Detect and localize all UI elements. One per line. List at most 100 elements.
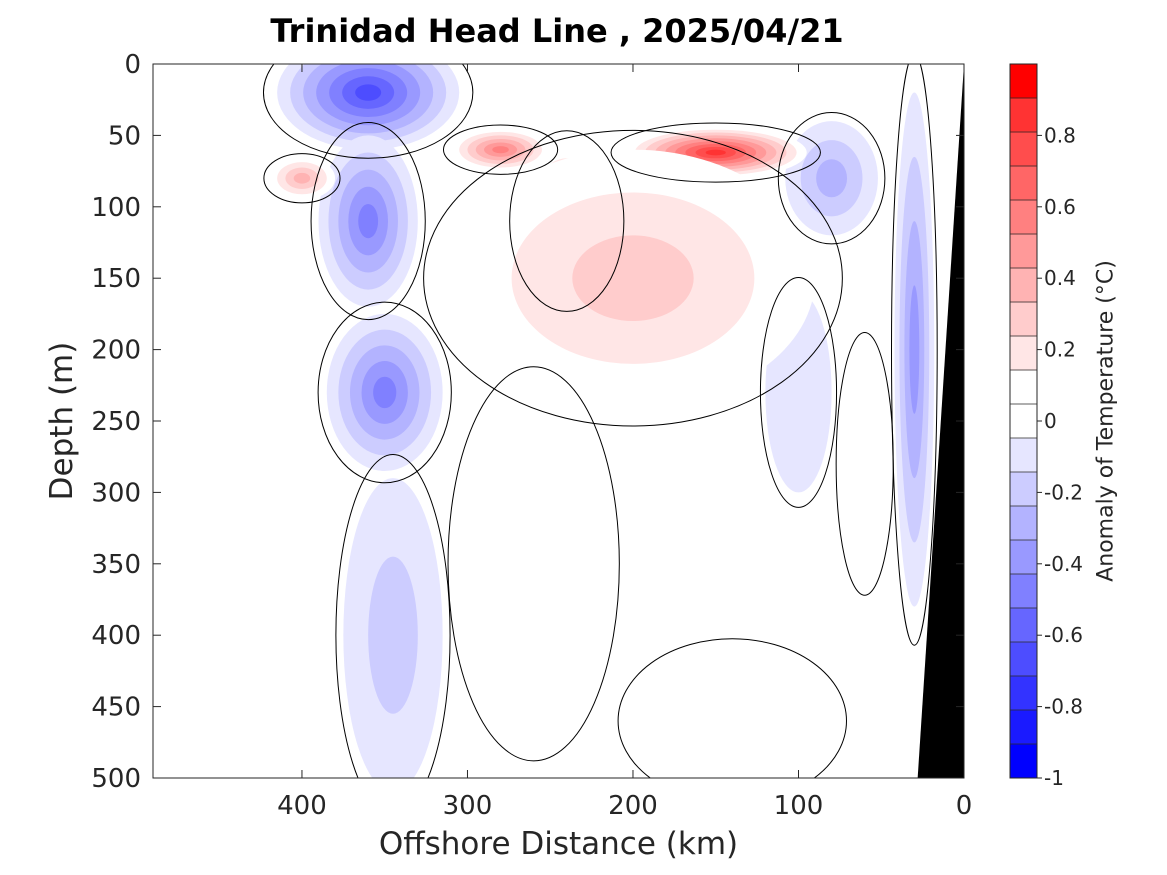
colorbar-swatch: [1010, 200, 1037, 235]
anomaly-field: [153, 64, 935, 778]
anomaly-feature-cold: [343, 478, 443, 778]
colorbar-swatch: [1010, 540, 1037, 575]
zero-contour: [835, 331, 894, 596]
anomaly-feature-cold: [318, 135, 418, 307]
colorbar-swatch: [1010, 64, 1037, 99]
colorbar-swatch: [1010, 710, 1037, 745]
anomaly-feature-cold: [326, 313, 443, 471]
colorbar-swatch: [1010, 608, 1037, 643]
x-tick-label: 300: [443, 791, 493, 821]
y-tick-label: 150: [91, 264, 141, 294]
chart-title: Trinidad Head Line , 2025/04/21: [270, 12, 844, 50]
x-tick-label: 100: [774, 791, 824, 821]
zero-contour: [509, 130, 625, 312]
y-tick-label: 400: [91, 621, 141, 651]
colorbar-swatch: [1010, 404, 1037, 439]
no-data-region: [153, 64, 269, 778]
anomaly-feature-warm: [450, 128, 551, 172]
anomaly-level: [368, 556, 418, 714]
colorbar-swatch: [1010, 98, 1037, 133]
zero-contour: [617, 638, 847, 778]
x-axis-label: Offshore Distance (km): [378, 826, 739, 862]
anomaly-level: [839, 349, 890, 579]
colorbar-swatch: [1010, 268, 1037, 303]
zero-contour: [263, 153, 341, 204]
colorbar-tick-label: 0.4: [1044, 266, 1076, 290]
colorbar-swatch: [1010, 472, 1037, 507]
colorbar-swatch: [1010, 676, 1037, 711]
zero-contour: [442, 124, 559, 175]
anomaly-level: [909, 285, 920, 414]
anomaly-level: [572, 235, 694, 322]
anomaly-level: [816, 159, 848, 198]
colorbar-swatch: [1010, 642, 1037, 677]
anomaly-level: [293, 172, 311, 184]
zero-contour: [263, 64, 474, 159]
colorbar-tick-label: 0.8: [1044, 123, 1076, 147]
anomaly-feature-cold: [277, 64, 460, 150]
zero-contour: [423, 129, 843, 427]
zero-contour: [310, 122, 426, 321]
y-tick-label: 250: [91, 407, 141, 437]
colorbar-tick-label: 0.2: [1044, 338, 1076, 362]
colorbar-swatch: [1010, 132, 1037, 167]
anomaly-feature-warm: [633, 649, 832, 778]
anomaly-feature-warm: [839, 349, 890, 579]
y-tick-label: 200: [91, 336, 141, 366]
anomaly-level: [358, 203, 379, 239]
y-tick-label: 100: [91, 193, 141, 223]
colorbar-tick-label: -0.8: [1044, 695, 1083, 719]
zero-contour: [777, 112, 886, 245]
anomaly-level: [705, 149, 726, 156]
zero-contour: [317, 301, 452, 484]
anomaly-level: [492, 146, 509, 154]
bottom-topography: [917, 64, 964, 778]
colorbar-tick-label: 0: [1044, 409, 1057, 433]
y-tick-label: 0: [124, 50, 141, 80]
y-tick-label: 450: [91, 693, 141, 723]
topography-wedge: [917, 64, 964, 778]
anomaly-level: [633, 649, 832, 778]
colorbar: 0.8 0.6 0.4 0.2 0 -0.2 -0.4 -0.6 -0.8 -1: [1009, 63, 1083, 790]
colorbar-swatch: [1010, 166, 1037, 201]
zero-contour: [610, 122, 821, 183]
colorbar-tick-label: -0.2: [1044, 480, 1083, 504]
colorbar-swatch: [1010, 744, 1037, 779]
anomaly-feature-warm: [268, 156, 336, 200]
anomaly-feature-cold: [894, 92, 935, 607]
anomaly-level: [355, 84, 382, 101]
colorbar-swatch: [1010, 506, 1037, 541]
colorbar-swatch: [1010, 302, 1037, 337]
anomaly-level: [459, 392, 609, 736]
axes: 400 300 200 100 0 0 50 100 150 200 250 300 350 400 450…: [91, 50, 972, 821]
anomaly-level: [373, 376, 397, 409]
x-tick-label: 400: [277, 791, 327, 821]
anomaly-feature-warm: [459, 392, 609, 736]
zero-contours: [263, 64, 938, 778]
x-tick-label: 0: [956, 791, 973, 821]
colorbar-label: Anomaly of Temperature (°C): [1093, 260, 1119, 582]
colorbar-swatch: [1010, 336, 1037, 371]
zero-contour: [447, 366, 620, 762]
y-tick-label: 50: [108, 121, 141, 151]
anomaly-feature-warm: [450, 149, 816, 407]
colorbar-tick-label: 0.6: [1044, 195, 1076, 219]
colorbar-swatch: [1010, 370, 1037, 405]
y-tick-label: 350: [91, 550, 141, 580]
x-tick-label: 200: [608, 791, 658, 821]
colorbar-swatch: [1010, 234, 1037, 269]
colorbar-tick-label: -0.6: [1044, 623, 1083, 647]
y-tick-label: 300: [91, 478, 141, 508]
y-tick-label: 500: [91, 764, 141, 794]
zero-contour: [335, 454, 451, 778]
colorbar-swatch: [1010, 574, 1037, 609]
colorbar-tick-label: -1: [1044, 766, 1064, 790]
anomaly-feature-cold: [785, 121, 878, 236]
y-axis-label: Depth (m): [44, 341, 80, 501]
colorbar-swatch: [1010, 438, 1037, 473]
zero-contour: [891, 64, 938, 646]
zero-contour: [759, 276, 838, 508]
colorbar-tick-label: -0.4: [1044, 552, 1083, 576]
